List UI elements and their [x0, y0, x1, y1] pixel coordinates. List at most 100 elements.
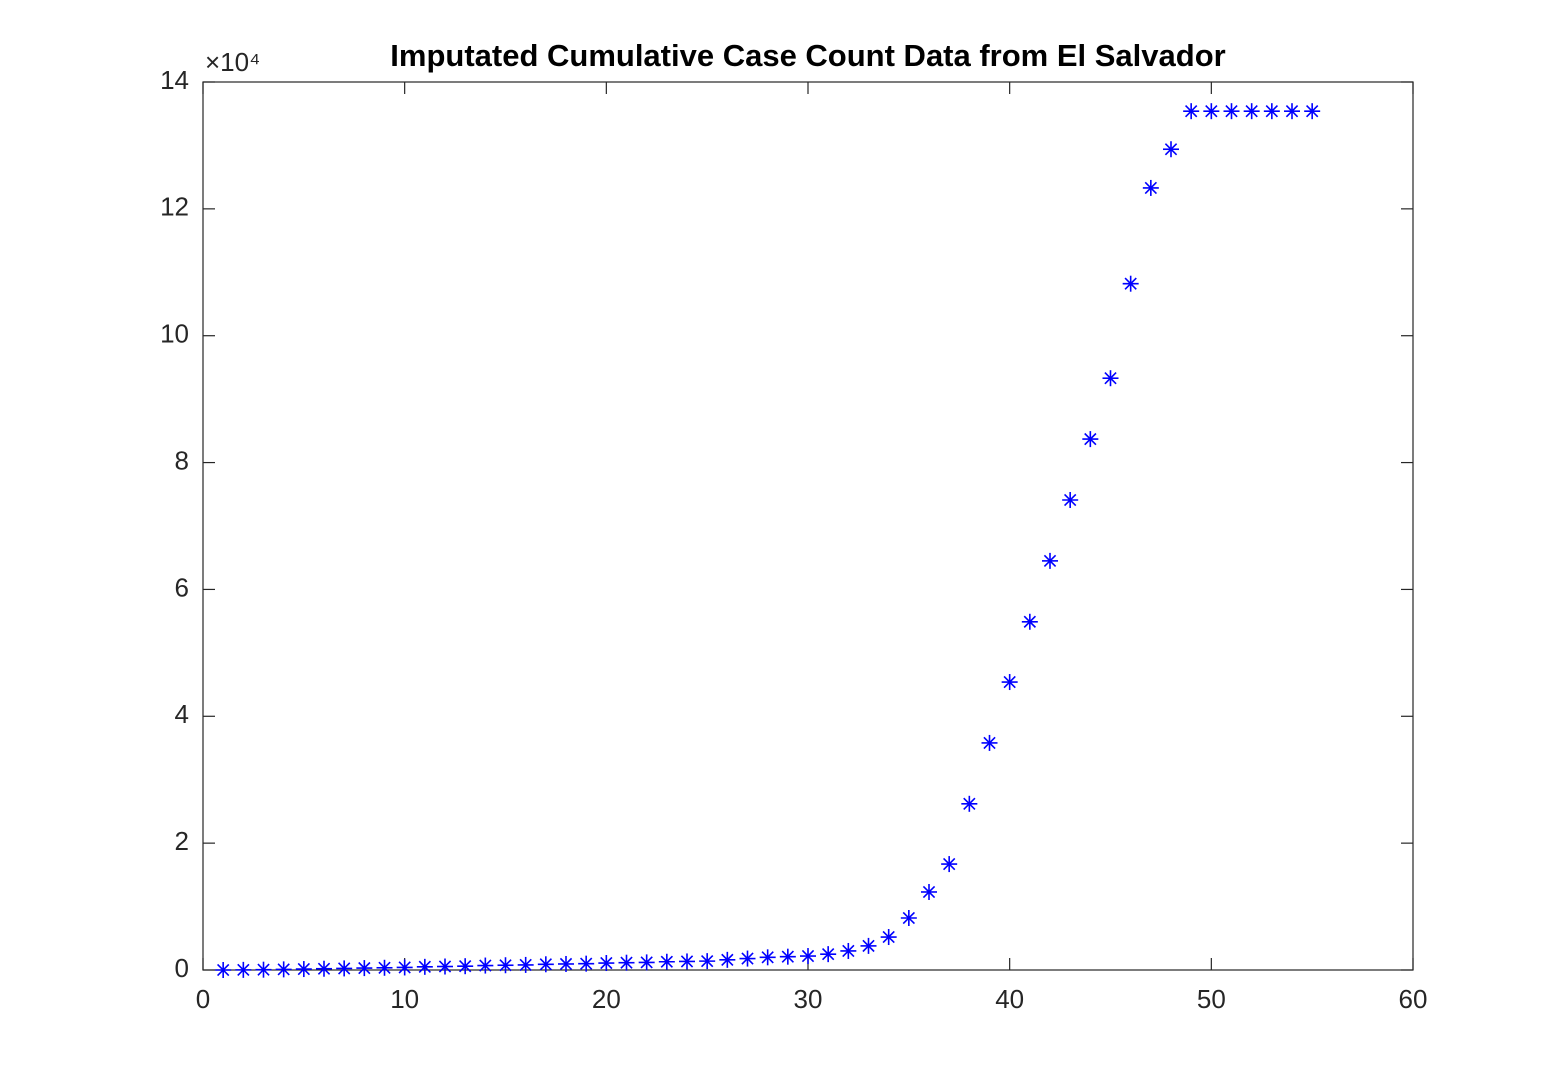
marker-stroke	[1185, 105, 1198, 118]
marker-stroke	[277, 963, 290, 976]
data-point	[1183, 103, 1200, 120]
marker-stroke	[559, 957, 573, 971]
x-tick-label: 30	[794, 984, 823, 1014]
marker-stroke	[1124, 277, 1137, 290]
marker-stroke	[418, 960, 431, 973]
marker-stroke	[600, 956, 613, 970]
data-point	[1163, 141, 1179, 158]
y-tick-label: 12	[160, 192, 189, 222]
data-point	[1243, 103, 1260, 120]
data-point	[477, 957, 494, 974]
marker-stroke	[338, 962, 351, 975]
y-tick-label: 6	[175, 572, 189, 602]
marker-stroke	[1306, 105, 1319, 118]
marker-stroke	[539, 958, 552, 971]
data-point	[699, 953, 716, 970]
data-point	[1062, 491, 1079, 508]
data-point	[376, 959, 393, 976]
y-tick-label: 10	[160, 319, 189, 349]
data-point	[961, 795, 978, 812]
marker-stroke	[1084, 432, 1097, 446]
data-point	[921, 883, 937, 900]
y-tick-label: 8	[175, 445, 189, 475]
marker-stroke	[963, 797, 976, 810]
data-point	[900, 909, 917, 926]
data-point	[235, 961, 252, 978]
marker-stroke	[1064, 493, 1077, 507]
marker-stroke	[1285, 105, 1299, 118]
data-point	[356, 960, 373, 977]
data-point	[1142, 179, 1159, 196]
data-point	[739, 950, 756, 967]
data-point	[255, 961, 272, 978]
data-point	[800, 948, 816, 965]
x-tick-label: 20	[592, 984, 621, 1014]
data-point	[1102, 370, 1119, 387]
y-tick-label: 0	[175, 953, 189, 983]
marker-stroke	[519, 958, 532, 972]
x-tick-label: 60	[1399, 984, 1428, 1014]
data-point	[457, 958, 474, 975]
marker-stroke	[943, 857, 956, 871]
marker-stroke	[1265, 105, 1278, 118]
marker-stroke	[781, 950, 794, 963]
marker-stroke	[459, 960, 472, 973]
data-point	[497, 957, 514, 974]
y-tick-label: 2	[175, 826, 189, 856]
data-point	[1042, 552, 1058, 569]
data-point	[618, 954, 635, 971]
marker-stroke	[297, 962, 310, 976]
x-tick-label: 0	[196, 984, 210, 1014]
data-point	[880, 929, 897, 946]
marker-stroke	[1144, 181, 1157, 195]
marker-stroke	[640, 956, 653, 969]
marker-stroke	[217, 963, 230, 977]
data-point	[558, 955, 574, 972]
marker-stroke	[822, 947, 835, 961]
marker-stroke	[479, 959, 492, 972]
chart-title: Imputated Cumulative Case Count Data fro…	[390, 38, 1225, 73]
data-point	[437, 958, 453, 975]
data-point	[1284, 103, 1300, 120]
data-point	[396, 959, 413, 976]
data-point	[598, 955, 615, 972]
data-point	[1082, 431, 1099, 448]
marker-stroke	[620, 956, 633, 969]
marker-stroke	[1023, 615, 1036, 628]
data-point	[1122, 275, 1139, 292]
data-point	[578, 955, 595, 972]
data-point	[316, 960, 332, 977]
data-point	[941, 856, 958, 873]
data-point	[275, 961, 292, 978]
data-point	[820, 946, 837, 963]
data-point	[416, 958, 433, 975]
marker-stroke	[1043, 554, 1057, 568]
marker-stroke	[660, 955, 673, 968]
marker-stroke	[983, 736, 996, 750]
data-point	[860, 937, 877, 954]
marker-stroke	[580, 957, 593, 970]
marker-stroke	[902, 911, 915, 925]
data-point	[1203, 103, 1220, 120]
marker-stroke	[701, 954, 714, 968]
plot-box	[202, 81, 1414, 971]
marker-stroke	[438, 960, 452, 973]
marker-stroke	[237, 963, 250, 977]
marker-stroke	[1225, 105, 1238, 118]
data-point	[215, 962, 232, 978]
marker-stroke	[257, 963, 270, 976]
data-point	[658, 953, 675, 970]
data-point	[679, 953, 695, 970]
marker-stroke	[1003, 675, 1016, 689]
x-tick-label: 40	[995, 984, 1024, 1014]
marker-stroke	[680, 955, 694, 968]
data-point	[981, 734, 998, 751]
data-point	[719, 951, 736, 968]
data-point	[1001, 674, 1018, 691]
marker-stroke	[1104, 372, 1117, 385]
marker-stroke	[741, 952, 754, 965]
marker-stroke	[378, 961, 391, 974]
data-point	[779, 948, 796, 965]
marker-stroke	[1205, 105, 1218, 118]
